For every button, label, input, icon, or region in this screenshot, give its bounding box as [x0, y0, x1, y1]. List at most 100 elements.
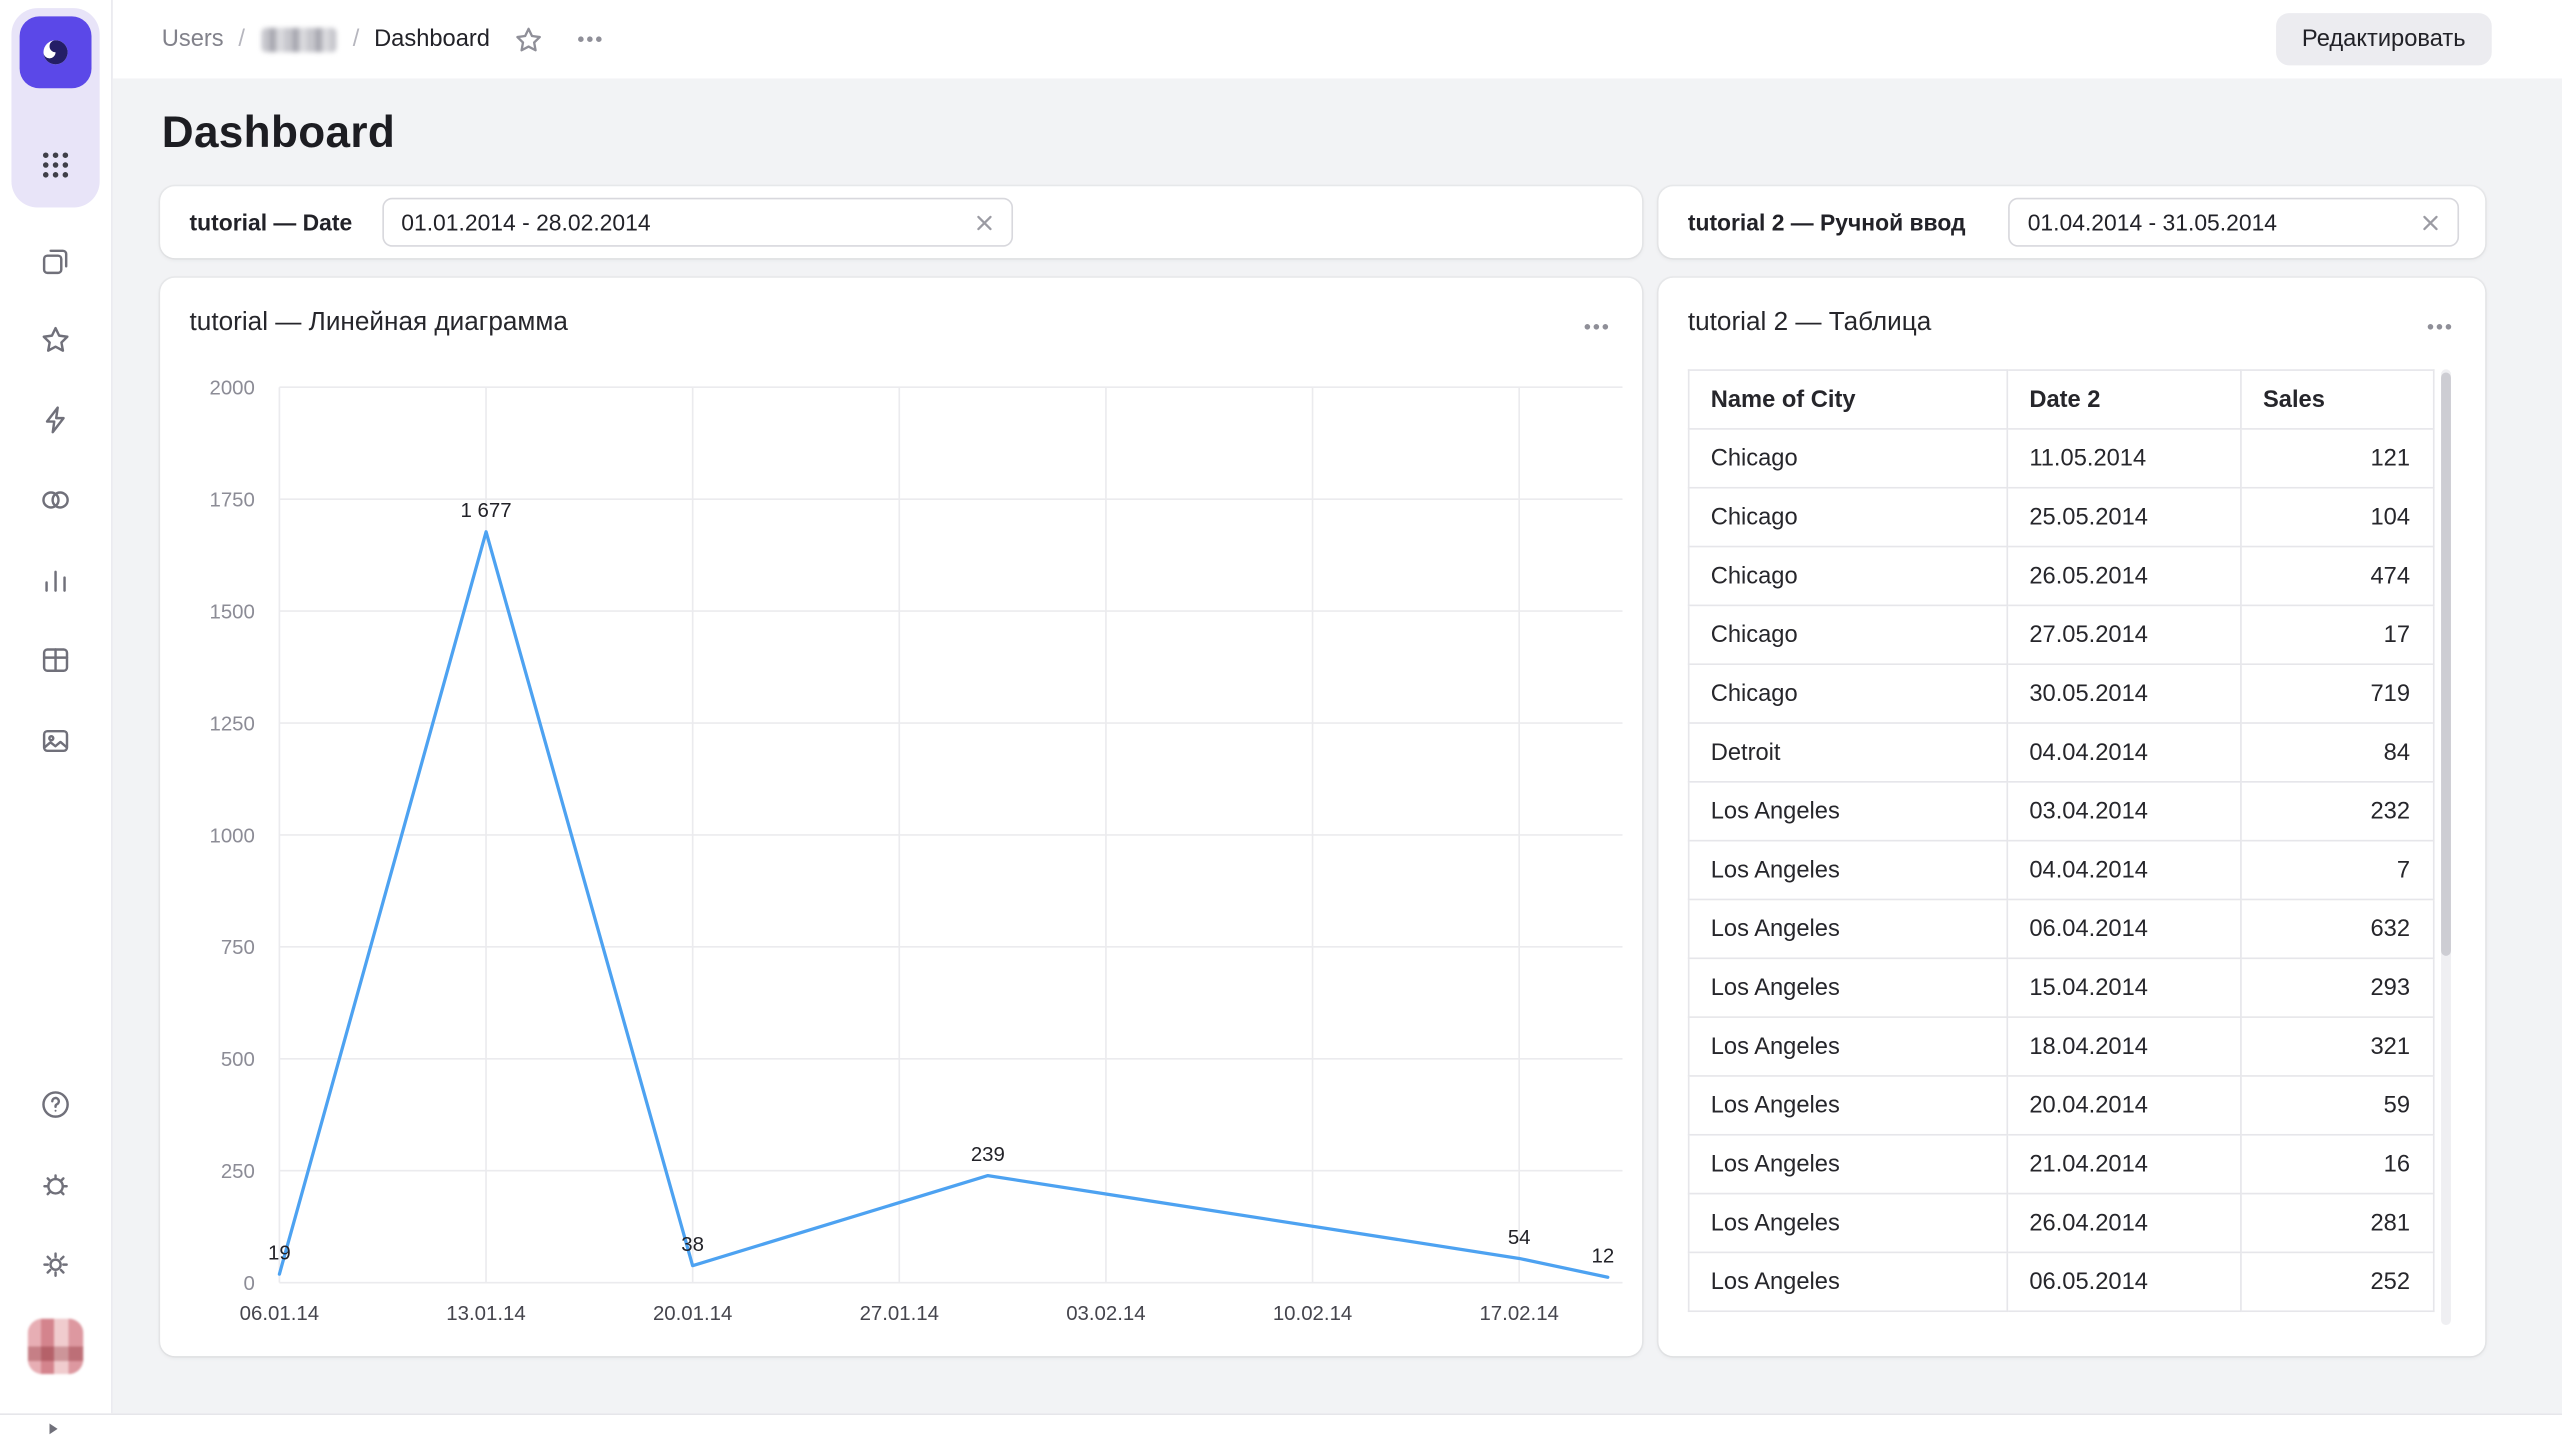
column-header-date[interactable]: Date 2 [2006, 369, 2242, 430]
table-row: Los Angeles 04.04.2014 7 [1687, 839, 2435, 901]
date-cell: 30.05.2014 [2006, 663, 2242, 724]
topbar: Users / / Dashboard Редактировать [112, 0, 2562, 79]
point-label: 38 [681, 1234, 704, 1256]
point-label: 239 [971, 1144, 1005, 1166]
y-axis-label: 1500 [209, 601, 254, 623]
table-row: Los Angeles 06.05.2014 252 [1687, 1251, 2435, 1313]
line-chart-card: tutorial — Линейная диаграмма 0 250 500 750… [160, 277, 1643, 1357]
point-label: 1 677 [460, 500, 511, 522]
date-cell: 06.04.2014 [2006, 898, 2242, 960]
sales-cell: 59 [2240, 1075, 2435, 1136]
table-row: Los Angeles 06.04.2014 632 [1687, 898, 2435, 960]
edit-button[interactable]: Редактировать [2275, 13, 2492, 66]
help-icon[interactable] [26, 1075, 85, 1134]
image-folder-icon[interactable] [26, 711, 85, 770]
breadcrumb-redacted-segment[interactable] [261, 26, 337, 52]
sales-cell: 632 [2240, 898, 2435, 960]
city-cell: Los Angeles [1687, 1251, 2009, 1313]
city-cell: Chicago [1687, 428, 2009, 489]
table-row: Los Angeles 20.04.2014 59 [1687, 1075, 2435, 1136]
filter-card-date: tutorial — Date 01.01.2014 - 28.02.2014 [160, 186, 1643, 259]
lightning-icon[interactable] [26, 391, 85, 450]
data-table: Name of City Date 2 Sales Chicago 11.05.2… [1687, 369, 2435, 1313]
point-label: 19 [268, 1242, 291, 1264]
y-axis-label: 2000 [209, 378, 254, 400]
date-cell: 03.04.2014 [2006, 781, 2242, 842]
bar-chart-icon[interactable] [26, 551, 85, 610]
y-axis-label: 250 [221, 1161, 255, 1183]
column-header-city[interactable]: Name of City [1687, 369, 2009, 430]
chart-line [277, 530, 1610, 1279]
y-axis-label: 1000 [209, 825, 254, 847]
city-cell: Los Angeles [1687, 1133, 2009, 1195]
chart-menu-icon[interactable] [1580, 310, 1613, 343]
sales-cell: 474 [2240, 545, 2435, 607]
table-scrollbar-track[interactable] [2441, 369, 2451, 1326]
y-axis-label: 1250 [209, 713, 254, 735]
apps-grid-icon[interactable] [39, 149, 72, 182]
table-title: tutorial 2 — Таблица [1687, 308, 1932, 337]
breadcrumb-current: Dashboard [374, 26, 490, 53]
table-row: Detroit 04.04.2014 84 [1687, 722, 2435, 783]
manual-range-input[interactable]: 01.04.2014 - 31.05.2014 [2008, 197, 2460, 247]
date-cell: 26.04.2014 [2006, 1192, 2242, 1254]
date-cell: 11.05.2014 [2006, 428, 2242, 489]
sales-cell: 121 [2240, 428, 2435, 489]
bottom-bar [0, 1412, 2562, 1442]
y-axis-label: 500 [221, 1049, 255, 1071]
sales-cell: 84 [2240, 722, 2435, 783]
clear-filter-icon[interactable] [2420, 212, 2441, 233]
y-axis-label: 0 [244, 1273, 255, 1295]
sales-cell: 293 [2240, 957, 2435, 1018]
table-row: Los Angeles 15.04.2014 293 [1687, 957, 2435, 1018]
x-axis-label: 20.01.14 [653, 1303, 732, 1325]
x-axis-label: 27.01.14 [860, 1303, 939, 1325]
breadcrumb-more-icon[interactable] [573, 23, 606, 56]
date-range-value: 01.01.2014 - 28.02.2014 [401, 209, 651, 236]
table-row: Chicago 11.05.2014 121 [1687, 428, 2435, 489]
table-card: tutorial 2 — Таблица Name of City Date 2… [1658, 277, 2486, 1357]
filter-card-manual: tutorial 2 — Ручной ввод 01.04.2014 - 31… [1658, 186, 2486, 259]
date-cell: 26.05.2014 [2006, 545, 2242, 607]
breadcrumb-users[interactable]: Users [161, 26, 224, 53]
date-cell: 25.05.2014 [2006, 486, 2242, 548]
x-axis-label: 06.01.14 [240, 1303, 319, 1325]
sales-cell: 321 [2240, 1016, 2435, 1077]
table-scrollbar-thumb[interactable] [2441, 372, 2451, 956]
date-cell: 15.04.2014 [2006, 957, 2242, 1018]
overlapping-circles-icon[interactable] [26, 471, 85, 530]
column-header-sales[interactable]: Sales [2240, 369, 2435, 430]
sales-cell: 104 [2240, 486, 2435, 548]
date-cell: 27.05.2014 [2006, 604, 2242, 666]
x-axis-label: 03.02.14 [1066, 1303, 1145, 1325]
filter-label: tutorial 2 — Ручной ввод [1687, 209, 1966, 236]
table-row: Chicago 25.05.2014 104 [1687, 486, 2435, 548]
grid-table-icon[interactable] [26, 631, 85, 690]
sales-cell: 16 [2240, 1133, 2435, 1195]
star-icon[interactable] [26, 310, 85, 369]
date-range-input[interactable]: 01.01.2014 - 28.02.2014 [381, 197, 1013, 247]
table-row: Los Angeles 18.04.2014 321 [1687, 1016, 2435, 1077]
table-menu-icon[interactable] [2423, 310, 2456, 343]
table-row: Los Angeles 26.04.2014 281 [1687, 1192, 2435, 1254]
manual-range-value: 01.04.2014 - 31.05.2014 [2027, 209, 2278, 236]
line-chart: 0 250 500 750 1000 1250 1500 1750 2000 06.01.14 13… [209, 378, 1623, 1325]
favorite-star-icon[interactable] [513, 24, 544, 55]
datalens-logo[interactable] [19, 16, 92, 89]
user-avatar[interactable] [27, 1318, 84, 1375]
date-cell: 21.04.2014 [2006, 1133, 2242, 1195]
breadcrumb-separator: / [352, 26, 360, 53]
table-row: Los Angeles 21.04.2014 16 [1687, 1133, 2435, 1195]
point-label: 54 [1508, 1227, 1531, 1249]
bug-icon[interactable] [26, 1155, 85, 1214]
table-row: Chicago 27.05.2014 17 [1687, 604, 2435, 666]
settings-gear-icon[interactable] [26, 1235, 85, 1294]
chart-title: tutorial — Линейная диаграмма [189, 308, 568, 337]
city-cell: Los Angeles [1687, 957, 2009, 1018]
y-axis-label: 750 [221, 937, 255, 959]
sidebar-collapse-icon[interactable] [39, 1416, 65, 1441]
pages-icon[interactable] [26, 232, 85, 291]
table-body: Chicago 11.05.2014 121 Chicago 25.05.2014 104… [1687, 428, 2435, 1313]
table-row: Los Angeles 03.04.2014 232 [1687, 781, 2435, 842]
clear-filter-icon[interactable] [973, 212, 994, 233]
